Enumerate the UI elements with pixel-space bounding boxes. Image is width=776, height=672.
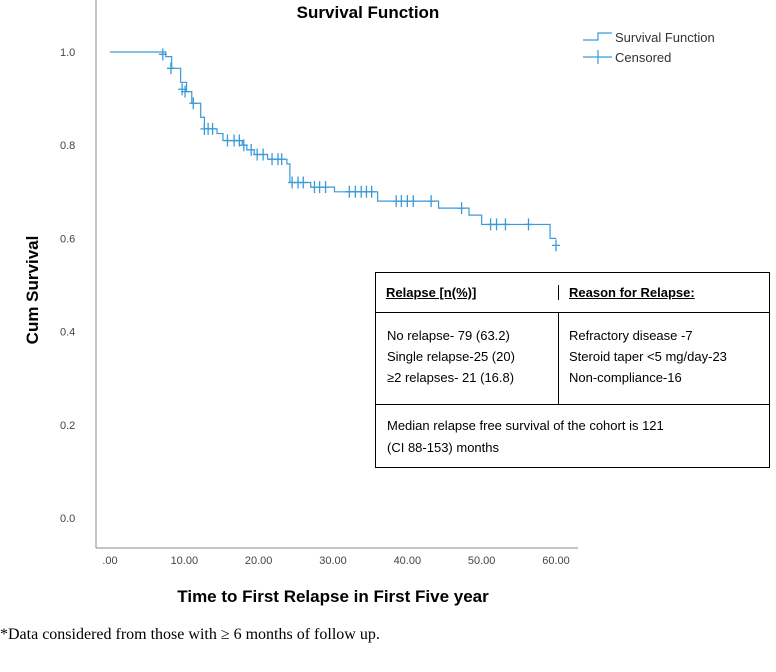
legend-survival-symbol — [583, 32, 612, 41]
median-survival-note: Median relapse free survival of the coho… — [376, 405, 704, 467]
y-axis-label: Cum Survival — [23, 236, 42, 345]
x-tick-label: 40.00 — [394, 555, 422, 567]
x-tick-label: .00 — [102, 555, 117, 567]
censored-marker — [321, 181, 330, 194]
censored-marker — [457, 202, 466, 215]
relapse-reason-header: Reason for Relapse: — [569, 285, 695, 300]
censored-marker — [552, 239, 560, 252]
y-tick-label: 0.6 — [60, 233, 75, 245]
censored-marker — [235, 134, 244, 147]
censored-marker — [409, 195, 418, 208]
x-axis-ticks: .00 10.00 20.00 30.00 40.00 50.00 60.00 — [102, 555, 569, 567]
censored-marker — [239, 139, 248, 152]
no-relapse-line: No relapse- 79 (63.2) — [387, 328, 510, 343]
relapse-count-header: Relapse [n(%)] — [376, 285, 559, 300]
censored-marker — [299, 176, 308, 189]
censored-marker — [208, 122, 217, 135]
y-axis-ticks: 0.0 0.2 0.4 0.6 0.8 1.0 — [60, 47, 75, 525]
relapse-table-footer-row: Median relapse free survival of the coho… — [376, 405, 769, 467]
chart-title: Survival Function — [297, 3, 440, 22]
censored-marker — [367, 185, 376, 198]
censored-marker — [427, 195, 436, 208]
footnote: *Data considered from those with ≥ 6 mon… — [0, 626, 380, 643]
x-axis-label: Time to First Relapse in First Five year — [177, 587, 489, 606]
survival-function-line — [110, 51, 556, 239]
relapse-summary-table: Relapse [n(%)] Reason for Relapse: No re… — [375, 272, 770, 468]
censored-marker — [166, 62, 175, 75]
censored-marker — [223, 134, 232, 147]
y-tick-label: 0.2 — [60, 420, 75, 432]
x-tick-label: 50.00 — [468, 555, 496, 567]
x-tick-label: 60.00 — [542, 555, 570, 567]
censored-marker — [501, 218, 510, 231]
survival-chart: Survival Function 0.0 0.2 0.4 0.6 0.8 1.0 .00… — [23, 0, 715, 606]
relapse-table-body-row: No relapse- 79 (63.2) Single relapse-25 … — [376, 313, 769, 405]
y-tick-label: 0.4 — [60, 327, 75, 339]
censored-marker — [492, 218, 501, 231]
relapse-count-cell: No relapse- 79 (63.2) Single relapse-25 … — [376, 313, 559, 404]
censored-marker — [181, 85, 190, 98]
refractory-line: Refractory disease -7 — [569, 328, 693, 343]
censored-marker — [259, 148, 268, 161]
y-tick-label: 0.0 — [60, 513, 75, 525]
steroid-taper-line: Steroid taper <5 mg/day-23 — [569, 349, 727, 364]
median-ci-line: (CI 88-153) months — [387, 440, 499, 455]
x-tick-label: 20.00 — [245, 555, 273, 567]
censored-marker — [524, 218, 533, 231]
y-tick-label: 0.8 — [60, 140, 75, 152]
censored-marker — [247, 143, 256, 156]
multi-relapse-line: ≥2 relapses- 21 (16.8) — [387, 370, 515, 385]
censored-marker — [158, 48, 167, 61]
x-tick-label: 30.00 — [319, 555, 347, 567]
relapse-table-header-row: Relapse [n(%)] Reason for Relapse: — [376, 273, 769, 313]
legend-censored: Censored — [615, 50, 671, 65]
non-compliance-line: Non-compliance-16 — [569, 370, 682, 385]
censored-marker — [277, 153, 286, 166]
legend: Survival Function Censored — [583, 30, 715, 65]
censored-marker — [189, 97, 198, 110]
x-tick-label: 10.00 — [171, 555, 199, 567]
censored-markers — [158, 48, 560, 252]
relapse-reason-cell: Refractory disease -7 Steroid taper <5 m… — [559, 313, 769, 404]
single-relapse-line: Single relapse-25 (20) — [387, 349, 515, 364]
legend-survival-function: Survival Function — [615, 30, 715, 45]
y-tick-label: 1.0 — [60, 47, 75, 59]
median-survival-line: Median relapse free survival of the coho… — [387, 418, 664, 433]
